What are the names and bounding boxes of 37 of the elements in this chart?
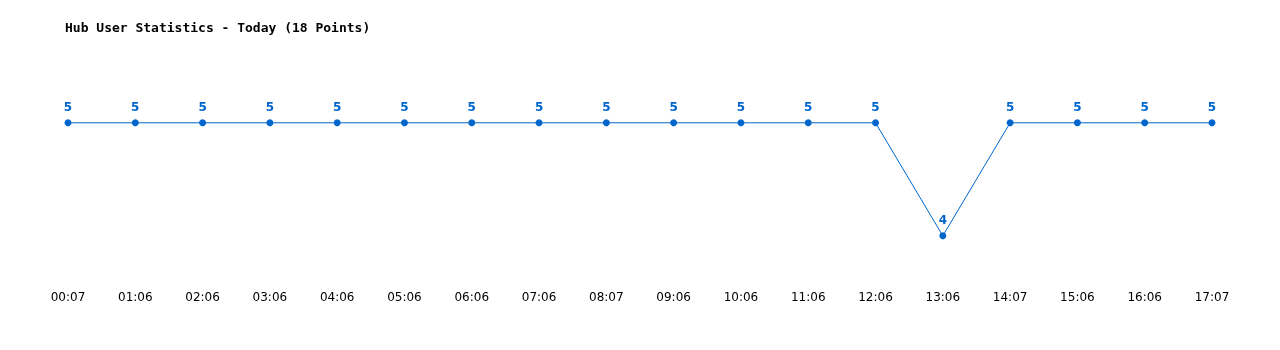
x-tick-label: 15:06 [1060, 290, 1095, 304]
x-tick-label: 04:06 [319, 290, 355, 304]
data-label: 5 [198, 100, 207, 115]
data-label: 5 [1005, 100, 1015, 115]
x-tick-label: 08:07 [589, 290, 624, 304]
x-tick-label: 01:06 [118, 290, 153, 304]
data-label: 5 [333, 100, 342, 115]
data-label: 5 [1140, 100, 1149, 115]
data-label: 5 [1073, 100, 1082, 115]
data-label: 5 [534, 100, 544, 115]
x-tick-label: 10:06 [723, 290, 759, 304]
data-label: 5 [467, 100, 476, 115]
x-tick-label: 14:07 [992, 290, 1028, 304]
chart-title: Hub User Statistics - Today (18 Points) [65, 20, 371, 35]
data-label: 5 [804, 100, 813, 115]
data-label: 5 [736, 100, 746, 115]
x-tick-label: 00:07 [50, 290, 86, 304]
x-tick-label: 12:06 [858, 290, 893, 304]
data-label: 5 [63, 100, 73, 115]
x-tick-label: 11:06 [790, 290, 826, 304]
data-label: 5 [669, 100, 678, 115]
x-tick-label: 13:06 [925, 290, 961, 304]
x-tick-label: 03:06 [252, 290, 288, 304]
x-tick-label: 16:06 [1127, 290, 1162, 304]
x-tick-label: 09:06 [656, 290, 691, 304]
data-label: 5 [871, 100, 880, 115]
data-label: 5 [1207, 100, 1217, 115]
x-tick-label: 06:06 [454, 290, 490, 304]
x-tick-label: 17:07 [1194, 290, 1230, 304]
data-label: 4 [938, 213, 947, 228]
x-tick-label: 05:06 [387, 290, 422, 304]
data-label: 5 [265, 100, 275, 115]
data-label: 5 [602, 100, 611, 115]
data-label: 5 [131, 100, 140, 115]
x-tick-label: 07:06 [521, 290, 557, 304]
x-tick-label: 02:06 [185, 290, 220, 304]
data-label: 5 [400, 100, 409, 115]
